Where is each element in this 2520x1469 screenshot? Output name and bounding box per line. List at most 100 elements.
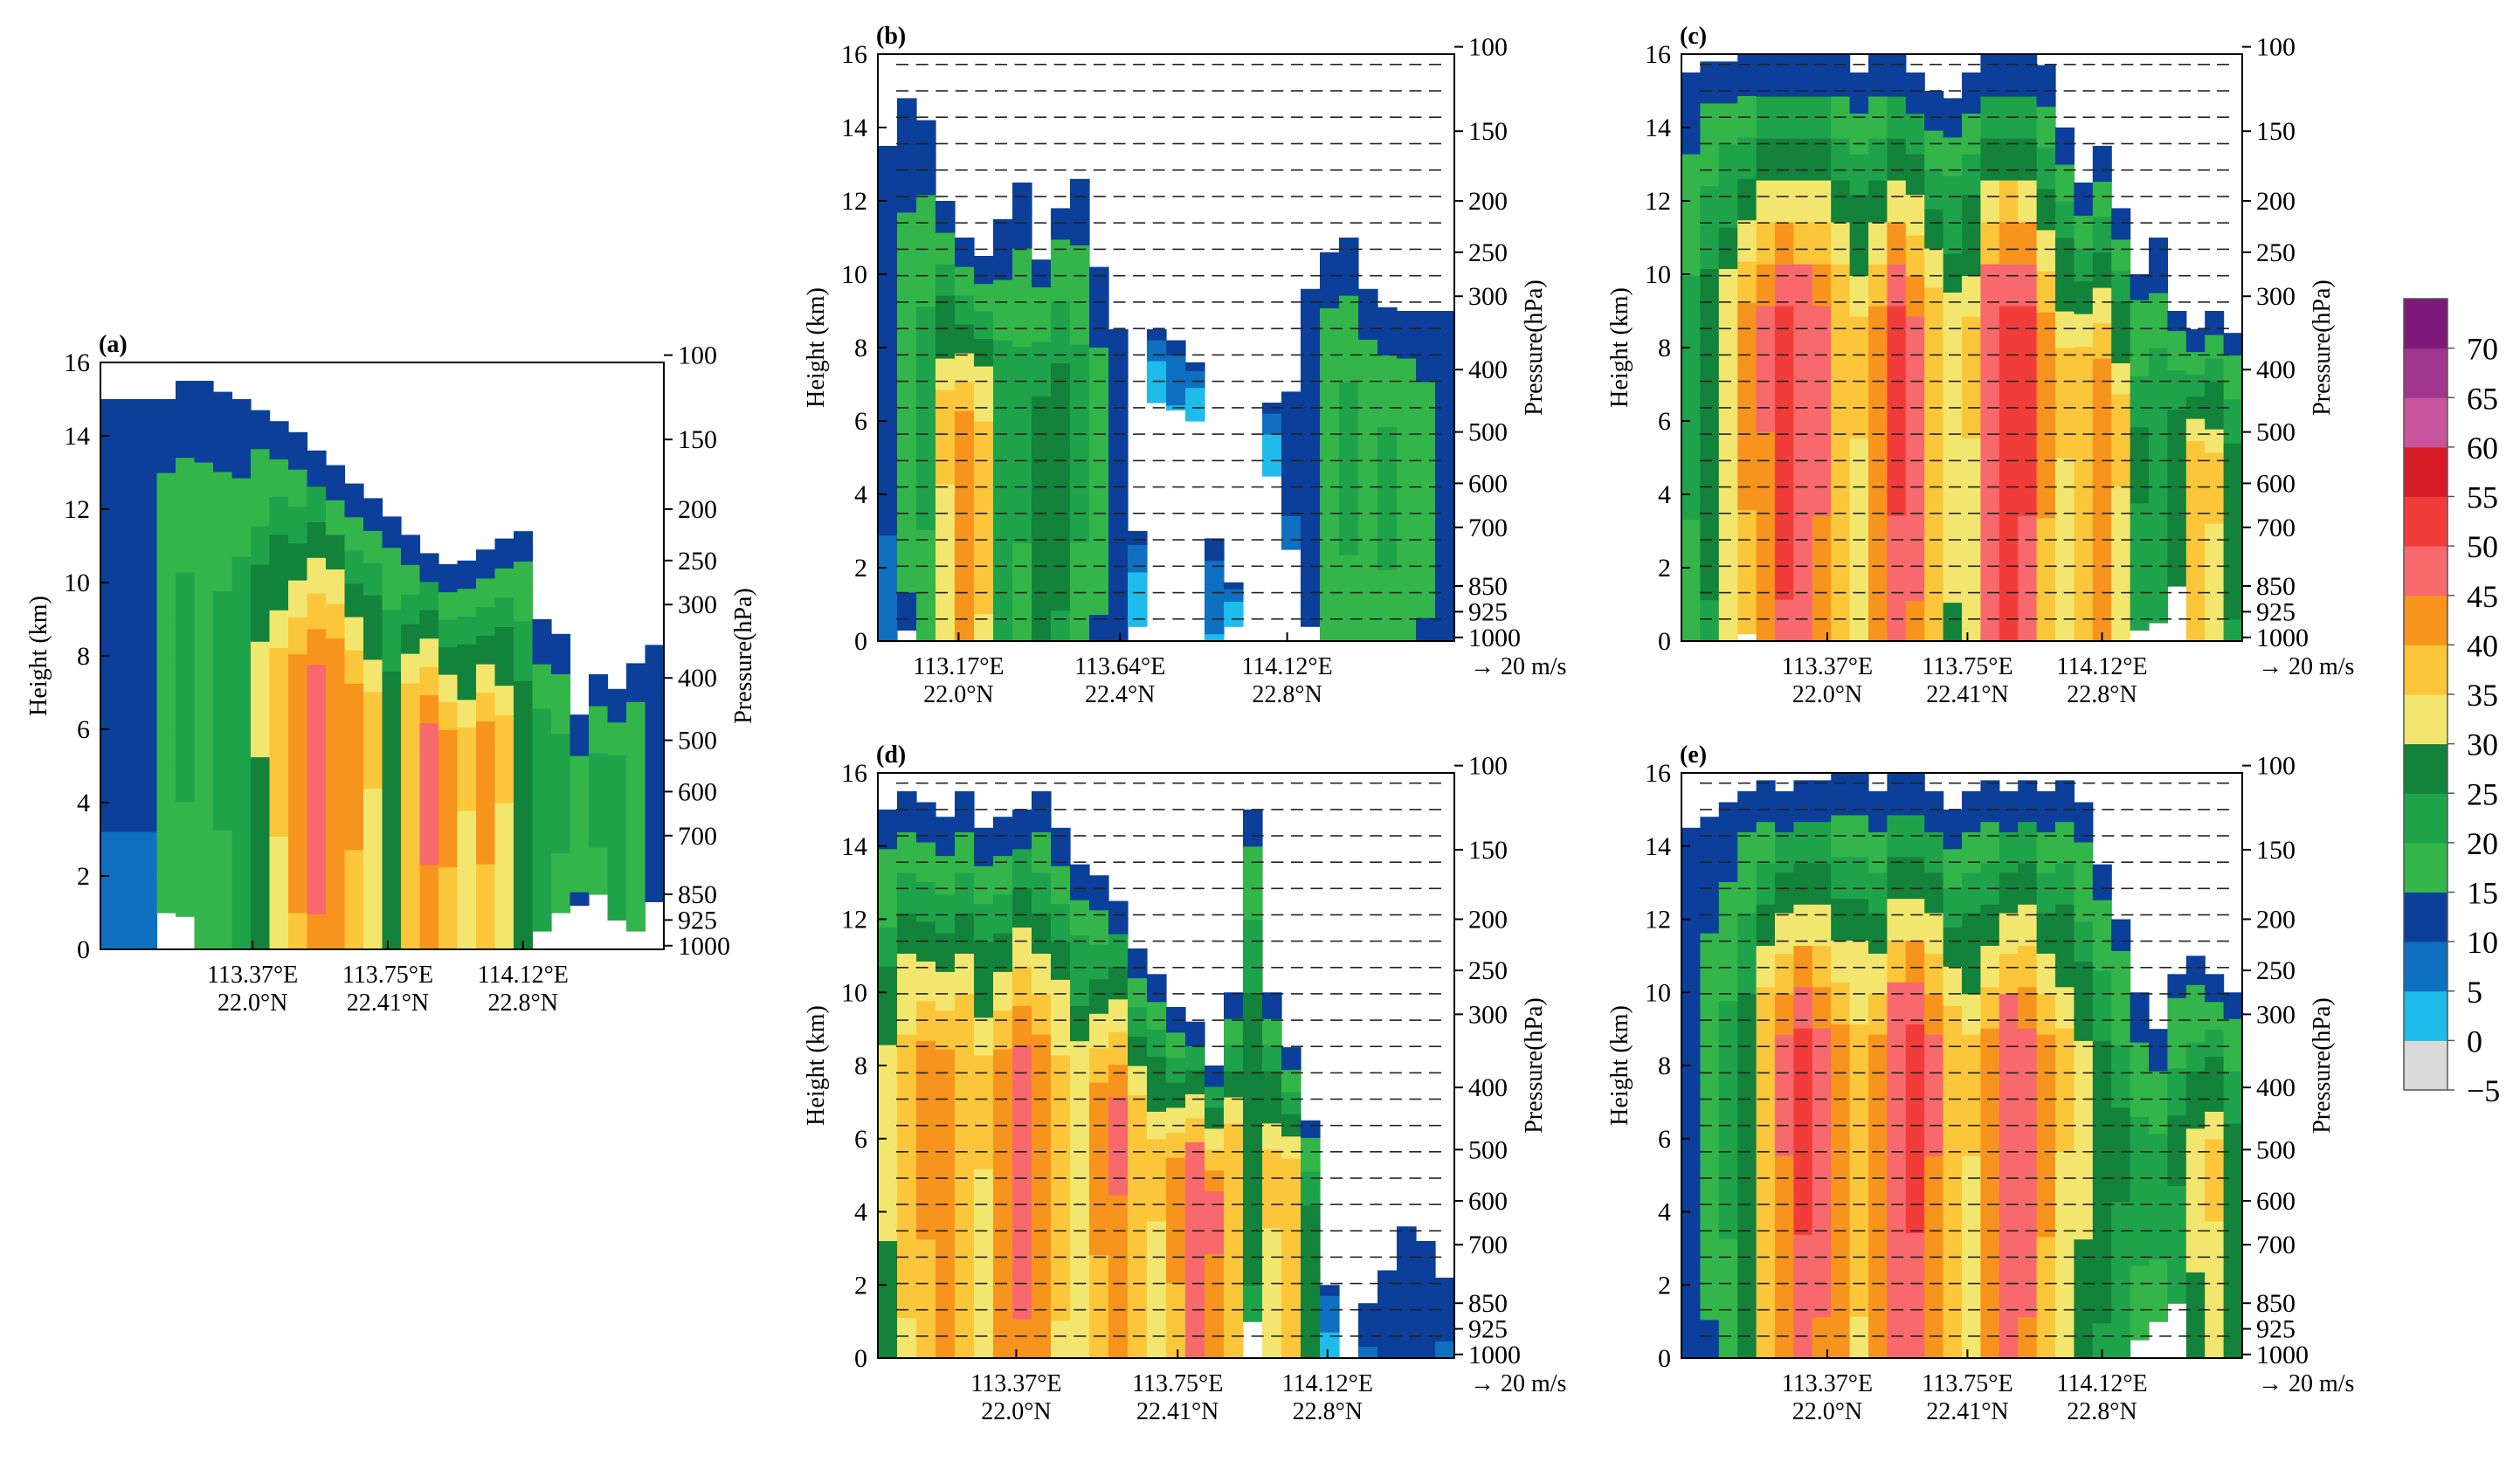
panel-b-column <box>1320 252 1340 642</box>
reflectivity-cell <box>1924 1155 1944 1197</box>
panel-d-column <box>1205 1066 1225 1359</box>
panel-d-ytick-label: 6 <box>854 1125 867 1154</box>
reflectivity-cell <box>401 534 421 565</box>
reflectivity-cell <box>1980 1069 2000 1112</box>
reflectivity-cell <box>1166 400 1186 406</box>
reflectivity-cell <box>2130 452 2150 479</box>
reflectivity-cell <box>1301 1154 1321 1172</box>
reflectivity-cell <box>2055 128 2075 165</box>
reflectivity-cell <box>1032 1196 1052 1238</box>
reflectivity-cell <box>156 803 176 840</box>
reflectivity-cell <box>494 656 514 686</box>
reflectivity-cell <box>1905 1190 1925 1234</box>
reflectivity-cell <box>1775 953 1794 995</box>
reflectivity-cell <box>2055 568 2075 605</box>
reflectivity-cell <box>1397 1245 1417 1256</box>
reflectivity-cell <box>2111 919 2131 951</box>
reflectivity-cell <box>476 863 496 893</box>
reflectivity-cell <box>1999 348 2019 390</box>
panel-a-column <box>607 688 627 921</box>
reflectivity-cell <box>2111 1045 2131 1077</box>
panel-c-column <box>2074 183 2094 642</box>
reflectivity-cell <box>1128 619 1148 627</box>
reflectivity-cell <box>1849 1232 1869 1275</box>
panel-e-column <box>2167 974 2187 1304</box>
reflectivity-cell <box>2223 1070 2243 1098</box>
reflectivity-cell <box>1416 311 1436 335</box>
reflectivity-cell <box>1943 887 1963 928</box>
reflectivity-cell <box>1962 600 1981 642</box>
reflectivity-cell <box>156 693 176 730</box>
reflectivity-cell <box>2185 1156 2206 1187</box>
reflectivity-cell <box>1681 1055 1701 1094</box>
reflectivity-cell <box>878 252 898 288</box>
reflectivity-cell <box>2223 398 2243 422</box>
reflectivity-cell <box>288 469 308 507</box>
reflectivity-cell <box>156 472 176 510</box>
reflectivity-cell <box>1681 1244 1701 1283</box>
reflectivity-cell <box>1435 1329 1455 1336</box>
reflectivity-cell <box>1012 542 1032 576</box>
reflectivity-cell <box>1887 1232 1907 1275</box>
reflectivity-cell <box>1205 1086 1225 1108</box>
reflectivity-cell <box>1128 1124 1148 1155</box>
reflectivity-cell <box>2055 986 2075 1029</box>
panel-c-y2label: Pressure(hPa) <box>2309 279 2336 416</box>
reflectivity-cell <box>993 521 1013 552</box>
reflectivity-cell <box>1281 1069 1301 1093</box>
panel-a-column <box>438 564 459 950</box>
colorbar-tick-label: 55 <box>2467 480 2498 515</box>
reflectivity-cell <box>1962 275 1981 317</box>
reflectivity-cell <box>1831 1274 1851 1317</box>
reflectivity-cell <box>1070 935 1090 971</box>
reflectivity-cell <box>974 256 994 285</box>
reflectivity-cell <box>1243 1175 1263 1213</box>
panel-b-ytick-label: 8 <box>854 334 867 362</box>
reflectivity-cell <box>2149 485 2168 514</box>
colorbar-swatch <box>2404 694 2448 745</box>
reflectivity-cell <box>2074 1279 2094 1320</box>
reflectivity-cell <box>1301 1222 1321 1240</box>
reflectivity-cell <box>1301 1307 1321 1325</box>
reflectivity-cell <box>1943 408 1963 448</box>
reflectivity-cell <box>1281 1047 1301 1071</box>
reflectivity-cell <box>1089 1289 1109 1325</box>
reflectivity-cell <box>1812 904 1832 947</box>
reflectivity-cell <box>1793 473 1813 516</box>
reflectivity-cell <box>1185 370 1205 376</box>
reflectivity-cell <box>419 808 439 837</box>
reflectivity-cell <box>1339 410 1359 440</box>
reflectivity-cell <box>1849 898 1869 941</box>
panel-e-ytick-label: 0 <box>1658 1344 1671 1373</box>
reflectivity-cell <box>1700 1319 1720 1359</box>
reflectivity-cell <box>2223 1253 2243 1280</box>
reflectivity-cell <box>1905 1024 1925 1066</box>
reflectivity-cell <box>1012 1162 1032 1203</box>
reflectivity-cell <box>1793 1192 1813 1235</box>
reflectivity-cell <box>2074 215 2094 249</box>
reflectivity-cell <box>1700 144 1720 187</box>
reflectivity-cell <box>1070 864 1090 900</box>
reflectivity-cell <box>1700 309 1720 352</box>
reflectivity-cell <box>1435 1346 1455 1354</box>
reflectivity-cell <box>494 920 514 950</box>
reflectivity-cell <box>2223 333 2243 355</box>
reflectivity-cell <box>326 534 346 569</box>
reflectivity-cell <box>878 927 898 967</box>
reflectivity-cell <box>156 729 176 767</box>
reflectivity-cell <box>1924 248 1944 288</box>
reflectivity-cell <box>514 889 534 921</box>
panel-a-column <box>194 381 214 950</box>
reflectivity-cell <box>1320 1348 1340 1354</box>
reflectivity-cell <box>100 399 121 439</box>
reflectivity-cell <box>2167 1279 2187 1304</box>
reflectivity-cell <box>363 659 383 693</box>
reflectivity-cell <box>1980 1192 2000 1235</box>
reflectivity-cell <box>1301 1341 1321 1359</box>
reflectivity-cell <box>363 595 383 628</box>
reflectivity-cell <box>1924 993 1944 1035</box>
reflectivity-cell <box>1943 927 1963 967</box>
reflectivity-cell <box>269 911 289 950</box>
reflectivity-cell <box>1681 397 1701 439</box>
reflectivity-cell <box>916 343 936 382</box>
